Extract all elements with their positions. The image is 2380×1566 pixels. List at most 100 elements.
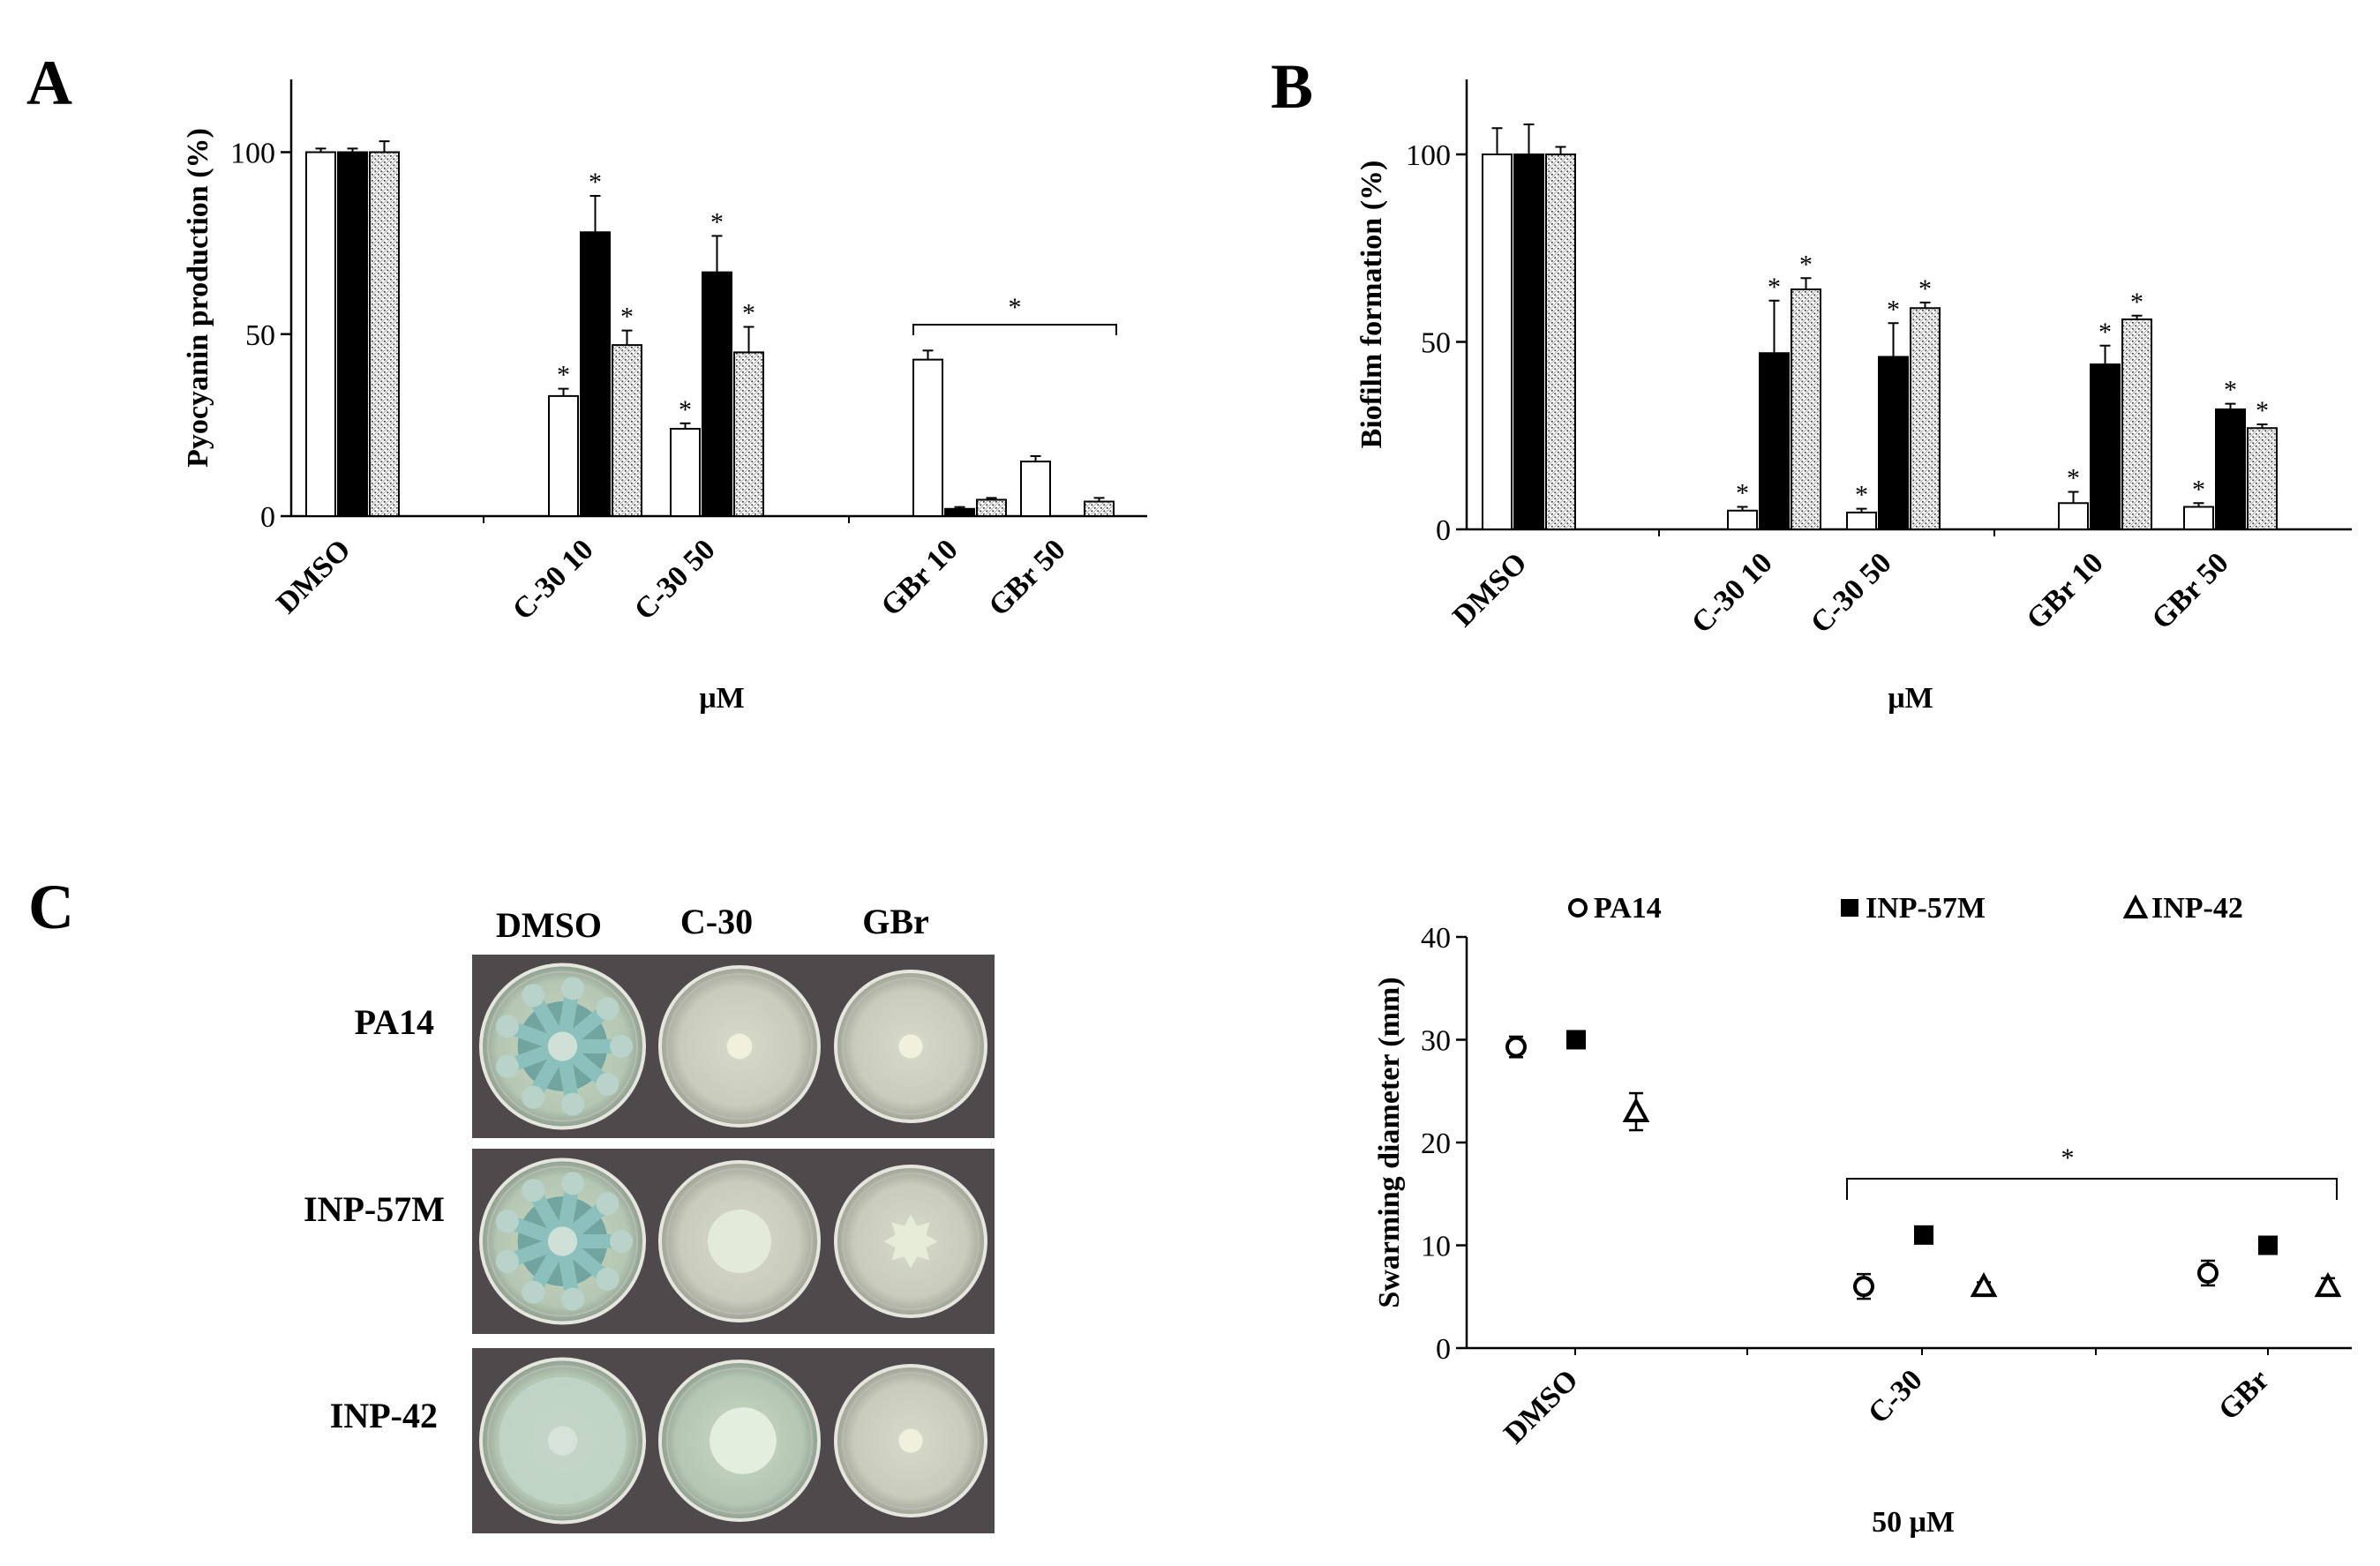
significance-bracket: [912, 324, 1117, 335]
y-tick-label: 50: [1421, 327, 1451, 360]
data-point-triangle: [1970, 1271, 1998, 1298]
significance-star: *: [679, 395, 692, 424]
bar: [2121, 318, 2152, 530]
petri-dish-rim: [487, 970, 638, 1122]
data-point-circle: [1853, 1276, 1874, 1298]
colony-center: [547, 1031, 578, 1061]
significance-star: *: [1768, 273, 1781, 302]
bar: [976, 498, 1007, 517]
bar: [612, 344, 642, 517]
bar: [733, 351, 764, 517]
significance-star: *: [2098, 318, 2112, 347]
colony-dot: [898, 1034, 923, 1059]
photo-row-label: PA14: [355, 1002, 434, 1042]
colony-blob: [709, 1407, 777, 1474]
bar: [1791, 288, 1821, 530]
swarm-tendril-tip: [522, 984, 545, 1008]
x-category-label: DMSO: [1498, 1363, 1584, 1450]
swarm-tendril-tip: [596, 997, 619, 1021]
significance-star: *: [710, 207, 724, 236]
bar: [2247, 427, 2278, 530]
y-tick-label: 0: [1436, 514, 1451, 547]
photo-column-label: C-30: [680, 902, 753, 941]
data-point-circle: [1505, 1036, 1527, 1058]
bar: [369, 151, 400, 517]
significance-star: *: [2192, 475, 2205, 504]
y-tick-label: 0: [260, 501, 275, 534]
significance-star: *: [2224, 376, 2237, 405]
bar: [1084, 500, 1115, 517]
y-tick-label: 0: [1436, 1333, 1451, 1366]
legend-marker-triangle: [2122, 894, 2149, 918]
data-point-square: [2258, 1235, 2278, 1255]
y-tick-label: 50: [245, 319, 275, 352]
bar: [944, 507, 975, 517]
swarm-tendril-tip: [596, 1267, 619, 1291]
swarm-tendril-tip: [522, 1085, 545, 1109]
significance-bracket: [1846, 1178, 2338, 1200]
y-tick-label: 10: [1421, 1231, 1451, 1263]
y-tick-label: 40: [1421, 922, 1451, 955]
bar: [2058, 502, 2089, 530]
bar: [2183, 506, 2214, 530]
swarm-tendril-tip: [561, 1172, 585, 1195]
swarm-tendril-tip: [596, 1072, 619, 1096]
swarm-tendril-tip: [596, 1192, 619, 1216]
x-category-label: GBr 10: [2020, 546, 2109, 635]
significance-star: *: [557, 361, 570, 390]
x-category-label: DMSO: [270, 533, 357, 619]
significance-star: *: [2256, 396, 2269, 425]
bar: [702, 271, 732, 517]
colony-spread: [708, 1210, 771, 1273]
bar: [337, 151, 368, 517]
petri-dish-rim: [666, 973, 813, 1120]
x-category-label: GBr: [2212, 1363, 2276, 1427]
x-category-label: C-30: [1862, 1363, 1929, 1430]
significance-star: *: [1855, 481, 1868, 510]
significance-star: *: [1887, 295, 1900, 324]
photo-row-label: INP-57M: [304, 1189, 445, 1229]
significance-star: *: [1918, 274, 1932, 303]
bar: [2090, 363, 2121, 530]
x-category-label: GBr 10: [875, 533, 964, 622]
swarm-tendril-tip: [561, 977, 585, 1000]
bar: [1878, 356, 1909, 530]
y-axis-label: Biofilm formation (%): [1355, 161, 1388, 449]
y-tick-label: 20: [1421, 1128, 1451, 1160]
y-axis-label: Swarming diameter (mm): [1373, 977, 1406, 1307]
significance-star: *: [2061, 1143, 2075, 1173]
legend-marker-square: [1841, 899, 1858, 917]
x-category-label: GBr 50: [2145, 546, 2234, 635]
photo-column-label: GBr: [862, 902, 929, 941]
petri-dish-rim: [666, 1168, 813, 1315]
significance-star: *: [589, 168, 602, 197]
panel-letter-a: A: [26, 48, 72, 118]
data-point-triangle: [2314, 1271, 2342, 1298]
legend-label: INP-57M: [1866, 892, 1986, 925]
y-tick-label: 30: [1421, 1025, 1451, 1058]
colony-dot: [726, 1033, 753, 1060]
significance-star: *: [1009, 293, 1022, 322]
bar: [1545, 154, 1576, 530]
x-category-label: C-30 10: [1686, 546, 1779, 640]
bar: [1910, 307, 1941, 530]
bar: [1020, 461, 1051, 517]
data-point-square: [1914, 1225, 1933, 1245]
bar: [1759, 352, 1790, 530]
bar: [912, 358, 943, 517]
significance-star: *: [1736, 479, 1749, 508]
significance-star: *: [1799, 250, 1813, 279]
significance-star: *: [2067, 464, 2080, 493]
data-point-square: [1566, 1030, 1586, 1050]
data-point-circle: [2197, 1262, 2219, 1284]
colony-dot: [898, 1428, 923, 1453]
swarm-tendril-tip: [561, 1092, 585, 1116]
swarm-tendril-tip: [522, 1280, 545, 1304]
petri-dish-rim: [842, 1173, 980, 1310]
swarming-plate-photos: DMSO C-30 GBr PA14 INP-57M INP-42: [304, 902, 995, 1533]
x-axis-unit-label: 50 μM: [1872, 1506, 1955, 1539]
bar: [580, 231, 611, 517]
bar: [1727, 509, 1758, 530]
petri-dish-rim: [487, 1165, 638, 1317]
